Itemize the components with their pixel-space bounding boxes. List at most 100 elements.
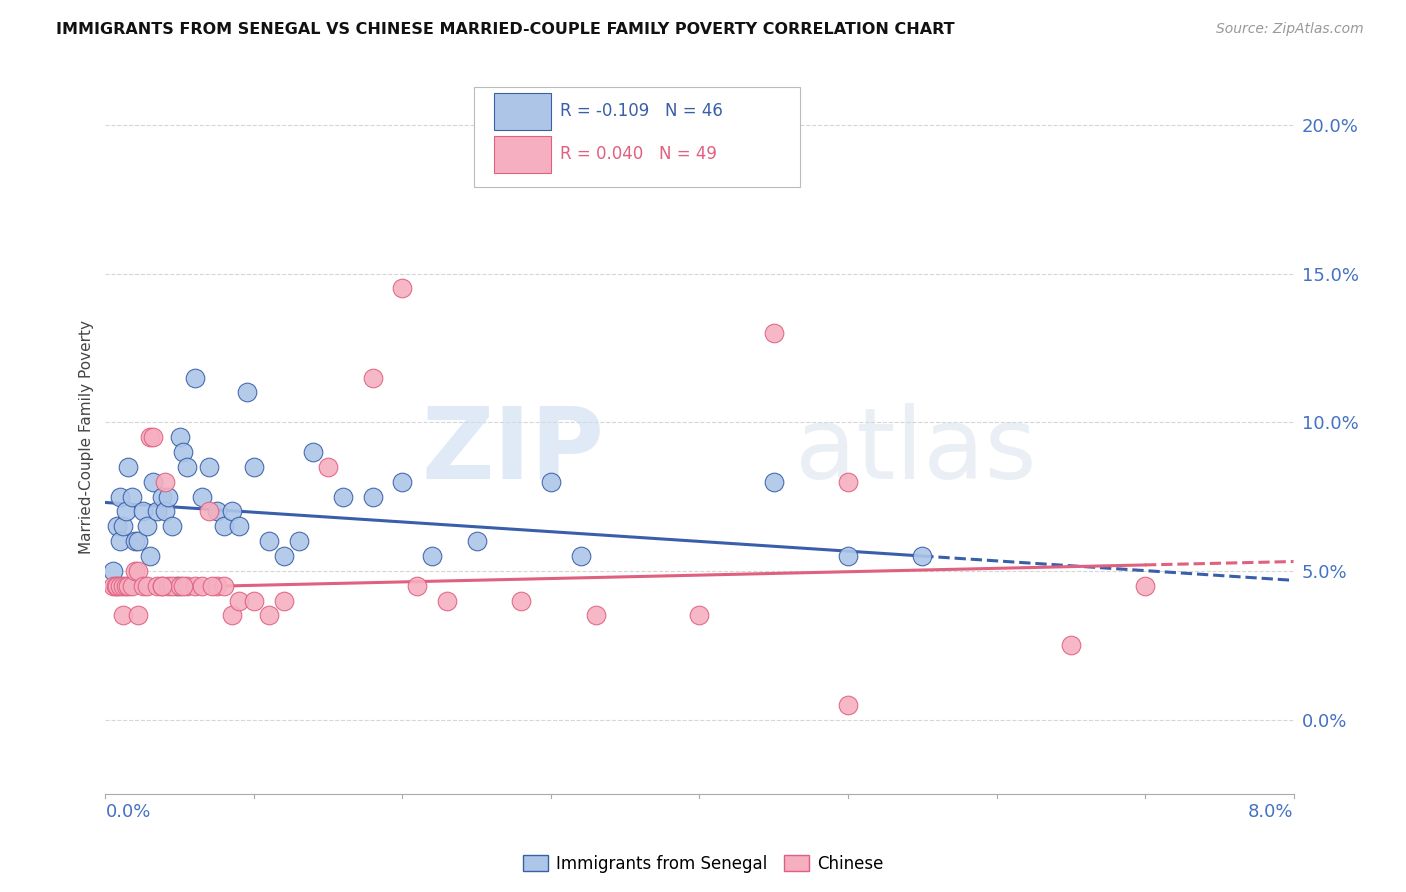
Point: [172, 579, 194, 593]
Point: [1133, 579, 1156, 593]
Point: [101, 579, 124, 593]
Point: [420, 549, 443, 563]
Point: [273, 593, 295, 607]
Point: [139, 549, 162, 563]
Point: [911, 549, 934, 563]
Point: [191, 490, 214, 504]
Point: [361, 490, 384, 504]
Point: [153, 475, 176, 489]
Text: 8.0%: 8.0%: [1249, 803, 1294, 821]
Point: [156, 490, 179, 504]
Point: [191, 579, 214, 593]
Point: [176, 459, 198, 474]
Point: [201, 579, 224, 593]
Point: [105, 579, 128, 593]
Point: [287, 534, 309, 549]
Point: [153, 504, 176, 518]
Point: [361, 370, 384, 384]
Bar: [494, 93, 551, 130]
Point: [101, 564, 124, 578]
Point: [104, 579, 127, 593]
Point: [243, 459, 266, 474]
Point: [540, 475, 562, 489]
Point: [228, 593, 250, 607]
Point: [136, 579, 159, 593]
Point: [166, 579, 188, 593]
Point: [585, 608, 607, 623]
Point: [569, 549, 592, 563]
Legend: Immigrants from Senegal, Chinese: Immigrants from Senegal, Chinese: [516, 848, 890, 880]
Y-axis label: Married-Couple Family Poverty: Married-Couple Family Poverty: [79, 320, 94, 554]
Point: [127, 564, 149, 578]
Point: [150, 490, 173, 504]
Point: [139, 430, 162, 444]
Point: [150, 579, 173, 593]
Point: [391, 475, 413, 489]
Point: [436, 593, 458, 607]
Point: [332, 490, 354, 504]
Point: [465, 534, 488, 549]
Point: [121, 490, 143, 504]
Point: [146, 579, 169, 593]
Point: [121, 579, 143, 593]
Point: [156, 579, 179, 593]
Point: [273, 549, 295, 563]
Point: [124, 534, 146, 549]
Point: [124, 564, 146, 578]
Point: [150, 579, 173, 593]
Point: [183, 370, 205, 384]
Bar: [494, 136, 551, 173]
Point: [837, 549, 859, 563]
Point: [117, 459, 139, 474]
Point: [169, 579, 191, 593]
Point: [112, 608, 135, 623]
Point: [110, 490, 132, 504]
Point: [183, 579, 205, 593]
Point: [257, 534, 280, 549]
Text: 0.0%: 0.0%: [105, 803, 150, 821]
Point: [316, 459, 339, 474]
Point: [127, 608, 149, 623]
Text: R = 0.040   N = 49: R = 0.040 N = 49: [561, 145, 717, 162]
Point: [1060, 638, 1083, 652]
Point: [214, 579, 236, 593]
Text: Source: ZipAtlas.com: Source: ZipAtlas.com: [1216, 22, 1364, 37]
Point: [406, 579, 429, 593]
Point: [110, 534, 132, 549]
Point: [105, 519, 128, 533]
Point: [162, 519, 184, 533]
Point: [837, 698, 859, 712]
Point: [837, 475, 859, 489]
Point: [112, 519, 135, 533]
Point: [205, 579, 228, 593]
Point: [136, 519, 159, 533]
Text: R = -0.109   N = 46: R = -0.109 N = 46: [561, 102, 723, 120]
Point: [131, 579, 153, 593]
Point: [198, 504, 221, 518]
Point: [689, 608, 711, 623]
Point: [176, 579, 198, 593]
Point: [162, 579, 184, 593]
Text: atlas: atlas: [794, 403, 1036, 500]
Point: [169, 430, 191, 444]
FancyBboxPatch shape: [474, 87, 800, 187]
Point: [110, 579, 132, 593]
Point: [112, 579, 135, 593]
Point: [115, 504, 138, 518]
Point: [117, 579, 139, 593]
Point: [762, 326, 785, 340]
Point: [221, 504, 243, 518]
Text: ZIP: ZIP: [422, 403, 605, 500]
Point: [762, 475, 785, 489]
Point: [131, 504, 153, 518]
Point: [221, 608, 243, 623]
Point: [391, 281, 413, 295]
Point: [142, 475, 165, 489]
Point: [235, 385, 257, 400]
Point: [198, 459, 221, 474]
Point: [302, 445, 325, 459]
Point: [172, 445, 194, 459]
Point: [243, 593, 266, 607]
Point: [205, 504, 228, 518]
Point: [228, 519, 250, 533]
